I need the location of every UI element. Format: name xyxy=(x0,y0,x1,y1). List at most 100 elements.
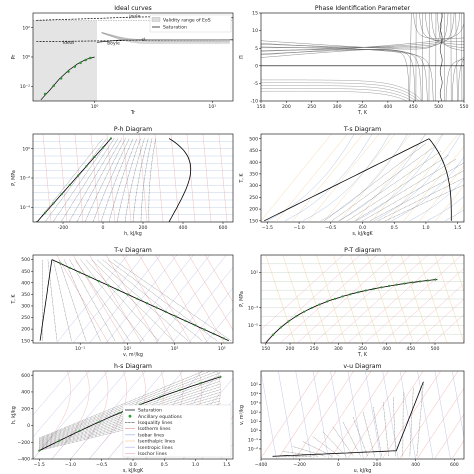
isotherm-line xyxy=(365,371,424,459)
isoquality-line xyxy=(148,138,156,222)
isentropic-line xyxy=(261,371,277,459)
isentropic-line xyxy=(452,371,464,439)
isoquality-line xyxy=(322,431,347,457)
isoquality-line xyxy=(84,138,126,222)
x-tick-label: −200 xyxy=(293,462,306,468)
x-tick-label: 500 xyxy=(431,346,440,352)
y-tick-label: 450 xyxy=(21,269,30,275)
y-tick-label: 10⁻⁴ xyxy=(20,205,30,211)
isotherm-line xyxy=(70,371,109,459)
validity-range-shade xyxy=(33,20,98,101)
y-tick-label: −200 xyxy=(17,440,30,446)
y-tick-label: 0 xyxy=(255,63,258,69)
x-axis-label: T, K xyxy=(357,110,368,116)
ancillary-point xyxy=(73,65,77,68)
y-tick-label: 500 xyxy=(249,136,258,142)
y-tick-label: 10⁻³ xyxy=(248,305,258,311)
isenthalpic-line xyxy=(261,134,332,221)
isenthalpic-line xyxy=(324,134,396,221)
x-tick-label: 0.5 xyxy=(161,462,168,468)
isotherm-line xyxy=(417,387,464,459)
isotherm-line xyxy=(278,371,337,459)
panel-title: P-T diagram xyxy=(344,247,381,254)
isoquality-line xyxy=(53,259,72,341)
x-tick-label: 600 xyxy=(219,225,228,231)
curve-annotation: boyle xyxy=(107,41,120,47)
isenthalpic-line xyxy=(467,134,474,221)
ancillary-point xyxy=(295,315,298,318)
saturation-liquid xyxy=(272,450,397,457)
x-tick-label: 300 xyxy=(333,104,342,110)
ancillary-point xyxy=(219,375,222,378)
y-tick-label: −400 xyxy=(17,457,30,463)
isotherm-line xyxy=(51,371,90,459)
y-tick-label: 10¹ xyxy=(250,270,258,276)
legend-label: Isobar lines xyxy=(138,432,165,438)
isoquality-line xyxy=(102,259,203,341)
isentropic-line xyxy=(72,255,145,343)
isobar-line xyxy=(33,371,71,416)
isentropic-line xyxy=(205,308,233,343)
isobar-line xyxy=(302,134,390,221)
x-axis-label: u, kJ/kg xyxy=(354,468,372,474)
panel-title: T-s Diagram xyxy=(343,126,381,133)
ancillary-point xyxy=(411,281,414,284)
x-axis-label: h, kJ/kg xyxy=(124,231,142,237)
isentropic-line xyxy=(365,371,382,459)
ideal-aux-curve xyxy=(101,32,230,42)
y-tick-label: -5 xyxy=(253,81,258,87)
isobar-line xyxy=(205,255,233,303)
panel-title: h-s Diagram xyxy=(114,363,152,370)
ancillary-point xyxy=(117,288,120,292)
x-axis-label: v, m³/kg xyxy=(123,352,143,358)
isentropic-line xyxy=(105,255,178,343)
isoquality-line xyxy=(76,138,123,222)
x-tick-label: 10⁰ xyxy=(91,104,99,110)
panel-ph: -200 0 200 400 600 10⁰ 10⁻² 10⁻⁴ P-h Diagram h, k… xyxy=(11,126,234,237)
ancillary-point xyxy=(434,278,437,281)
x-tick-label: 0 xyxy=(337,462,340,468)
isentropic-line xyxy=(89,255,161,343)
ancillary-point xyxy=(403,282,406,285)
isoquality-line xyxy=(52,138,111,222)
y-tick-label: 250 xyxy=(21,315,30,321)
y-tick-label: 10⁻² xyxy=(248,447,258,453)
isobar-line xyxy=(285,134,373,221)
legend-label: Isentropic lines xyxy=(138,445,173,451)
isoquality-line xyxy=(108,138,138,222)
isoquality-line xyxy=(39,386,221,445)
isoquality-line xyxy=(282,451,319,457)
y-tick-label: 5 xyxy=(255,46,258,52)
ancillary-point xyxy=(89,56,92,60)
y-tick-label: 10² xyxy=(250,410,258,416)
pip-curve xyxy=(261,13,464,101)
isochor-line xyxy=(432,314,464,343)
isoquality-line xyxy=(347,154,449,221)
ancillary-point xyxy=(109,137,113,140)
x-tick-label: −1.0 xyxy=(65,462,76,468)
isoquality-line xyxy=(370,170,464,221)
y-tick-label: 400 xyxy=(249,160,258,166)
isoquality-line xyxy=(39,371,219,440)
y-tick-label: 15 xyxy=(252,11,258,17)
legend-swatch xyxy=(128,414,132,418)
x-tick-label: 400 xyxy=(179,225,188,231)
plot-area-vu xyxy=(261,371,464,459)
isobar-line xyxy=(89,255,142,343)
x-tick-label: 250 xyxy=(307,104,316,110)
ancillary-point xyxy=(333,297,337,300)
x-tick-label: 1.5 xyxy=(223,462,230,468)
ancillary-point xyxy=(43,92,47,96)
isotherm-line xyxy=(295,371,354,459)
y-tick-label: 250 xyxy=(249,195,258,201)
x-tick-label: −1.5 xyxy=(34,462,45,468)
isobar-line xyxy=(33,371,109,459)
y-tick-label: 600 xyxy=(21,373,30,379)
x-axis-label: T, K xyxy=(357,352,368,358)
y-axis-label: v, m³/kg xyxy=(239,405,245,425)
saturation-vapor xyxy=(395,381,424,451)
ancillary-point xyxy=(199,382,202,385)
isoquality-line xyxy=(132,138,149,222)
saturation-vapor xyxy=(168,138,192,222)
